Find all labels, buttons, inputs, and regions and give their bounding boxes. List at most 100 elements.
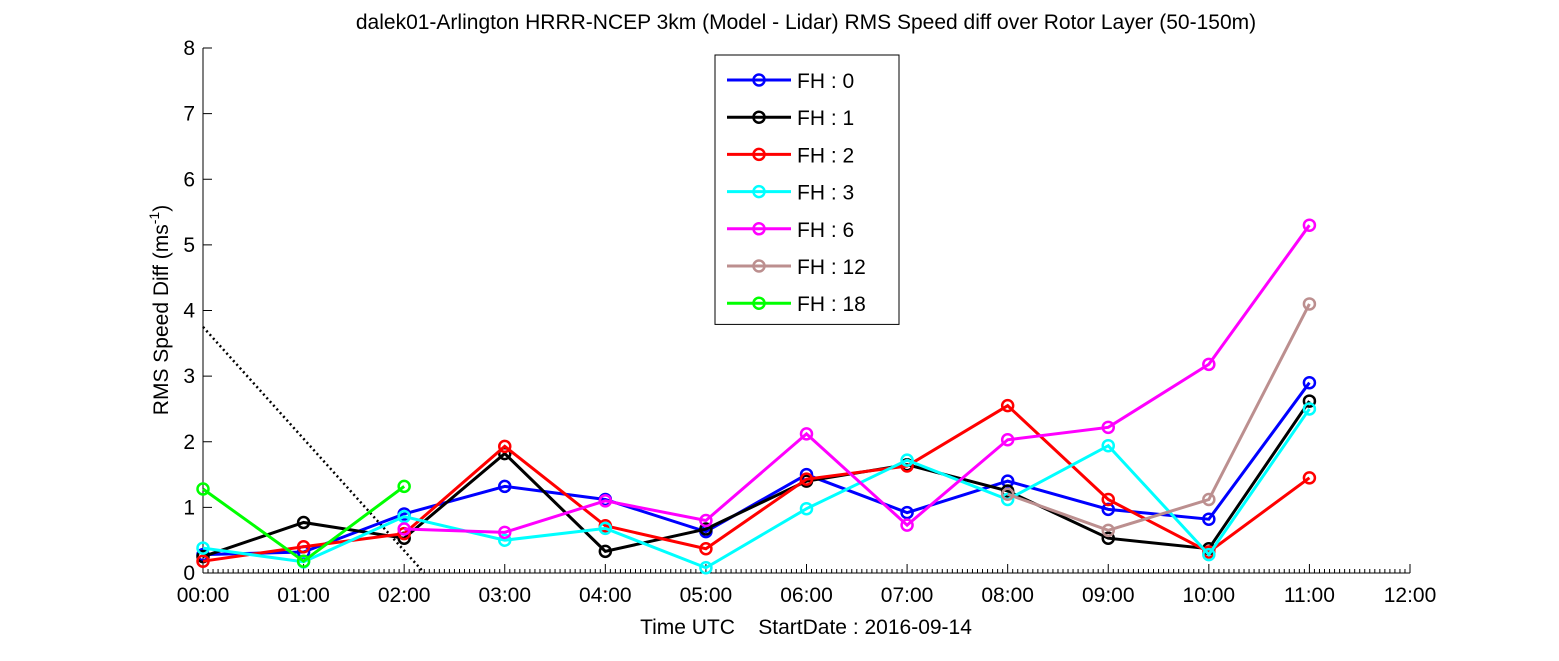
data-point — [498, 439, 512, 454]
data-point — [799, 501, 814, 516]
x-tick-label: 02:00 — [378, 584, 431, 607]
x-tick-label: 11:00 — [1284, 584, 1335, 607]
x-tick-label: 06:00 — [780, 584, 833, 607]
data-point — [900, 518, 914, 532]
legend-swatch-marker — [752, 147, 766, 162]
data-point — [598, 494, 613, 508]
legend: FH : 0 FH : 1 FH : 2 FH : 3 FH : 6 FH : 12 FH … — [714, 54, 900, 325]
data-point — [1202, 512, 1216, 526]
x-tick-label: 00:00 — [177, 584, 230, 607]
legend-entry-label: FH : 1 — [797, 107, 854, 130]
data-point — [1302, 471, 1317, 485]
legend-swatch-marker — [752, 296, 766, 310]
legend-swatch-marker — [752, 73, 766, 87]
y-tick-label: 3 — [183, 365, 195, 388]
legend-entry-label: FH : 18 — [797, 293, 866, 316]
data-point — [598, 521, 613, 536]
x-tick-label: 12:00 — [1384, 584, 1437, 607]
legend-box — [714, 54, 900, 325]
data-point — [296, 515, 311, 530]
data-point — [196, 549, 210, 564]
data-point — [1000, 398, 1015, 413]
data-point — [498, 533, 512, 547]
series-line — [202, 408, 1311, 570]
x-tick-label: 04:00 — [579, 584, 632, 607]
data-point — [1000, 492, 1015, 507]
legend-swatch-marker — [752, 110, 766, 124]
legend-entry-label: FH : 2 — [797, 144, 854, 167]
legend-entry-label: FH : 12 — [797, 256, 866, 279]
data-point — [1101, 492, 1115, 507]
series-line — [202, 485, 406, 564]
data-point — [196, 554, 210, 568]
y-tick-label: 8 — [183, 37, 195, 60]
data-point — [1302, 375, 1317, 390]
legend-swatch-marker — [752, 184, 766, 199]
data-point — [1202, 492, 1216, 507]
legend-swatch-marker — [752, 259, 766, 273]
data-point — [1302, 218, 1317, 232]
legend-swatch-marker — [752, 222, 766, 236]
legend-entry-label: FH : 0 — [797, 70, 854, 93]
x-tick-label: 09:00 — [1082, 584, 1135, 607]
data-point — [1101, 531, 1115, 545]
data-point — [1000, 433, 1015, 447]
x-tick-label: 05:00 — [680, 584, 733, 607]
series-line — [202, 381, 1311, 557]
data-point — [296, 554, 311, 568]
data-point — [1101, 438, 1115, 453]
data-point — [1101, 523, 1115, 538]
data-point — [1202, 357, 1216, 372]
data-point — [699, 541, 713, 556]
data-point — [397, 526, 411, 541]
dotted-reference-line — [202, 326, 426, 574]
y-tick-label: 5 — [183, 234, 195, 257]
data-point — [1101, 420, 1115, 435]
data-point — [900, 505, 914, 520]
data-point — [699, 513, 713, 528]
y-axis-label-main: RMS Speed Diff (ms — [150, 224, 173, 415]
y-tick-label: 7 — [183, 103, 195, 126]
data-point — [397, 509, 411, 524]
chart-title: dalek01-Arlington HRRR-NCEP 3km (Model -… — [356, 11, 1256, 34]
y-tick-label: 1 — [183, 496, 195, 519]
y-tick-label: 4 — [183, 300, 195, 323]
data-point — [699, 561, 713, 575]
series-line — [1007, 303, 1311, 532]
data-point — [1302, 297, 1317, 311]
data-point — [498, 479, 512, 494]
data-point — [397, 522, 411, 536]
data-point — [799, 472, 814, 486]
series-line — [202, 403, 1311, 563]
data-point — [1302, 402, 1317, 416]
plot-area: 0 1 2 3 4 5 6 7 8 00:00 01:00 02:00 03:00 04:00 05:00 0… — [177, 37, 1437, 607]
data-point — [196, 541, 210, 555]
x-tick-label: 10:00 — [1183, 584, 1236, 607]
data-point — [598, 544, 613, 559]
x-tick-label: 08:00 — [981, 584, 1034, 607]
data-point — [1202, 547, 1216, 562]
series-line — [404, 224, 1311, 534]
y-axis-label: RMS Speed Diff (ms-1) — [146, 205, 173, 415]
data-point — [1302, 394, 1317, 408]
data-point — [1000, 487, 1015, 501]
data-point — [799, 427, 814, 441]
data-point — [196, 482, 210, 496]
y-tick-label: 6 — [183, 168, 195, 191]
x-tick-label: 03:00 — [478, 584, 531, 607]
y-axis-label-close: ) — [150, 205, 173, 212]
legend-entry-label: FH : 3 — [797, 182, 854, 205]
data-point — [296, 540, 311, 554]
data-point — [699, 522, 713, 536]
legend-entry-label: FH : 6 — [797, 219, 854, 242]
y-tick-label: 2 — [183, 431, 195, 454]
x-tick-label: 07:00 — [881, 584, 934, 607]
y-tick-label: 0 — [183, 562, 195, 585]
y-axis-label-superscript: -1 — [146, 212, 162, 225]
data-point — [900, 453, 914, 467]
x-axis-label: Time UTC StartDate : 2016-09-14 — [640, 616, 972, 639]
x-tick-label: 01:00 — [277, 584, 330, 607]
data-point — [397, 479, 411, 494]
